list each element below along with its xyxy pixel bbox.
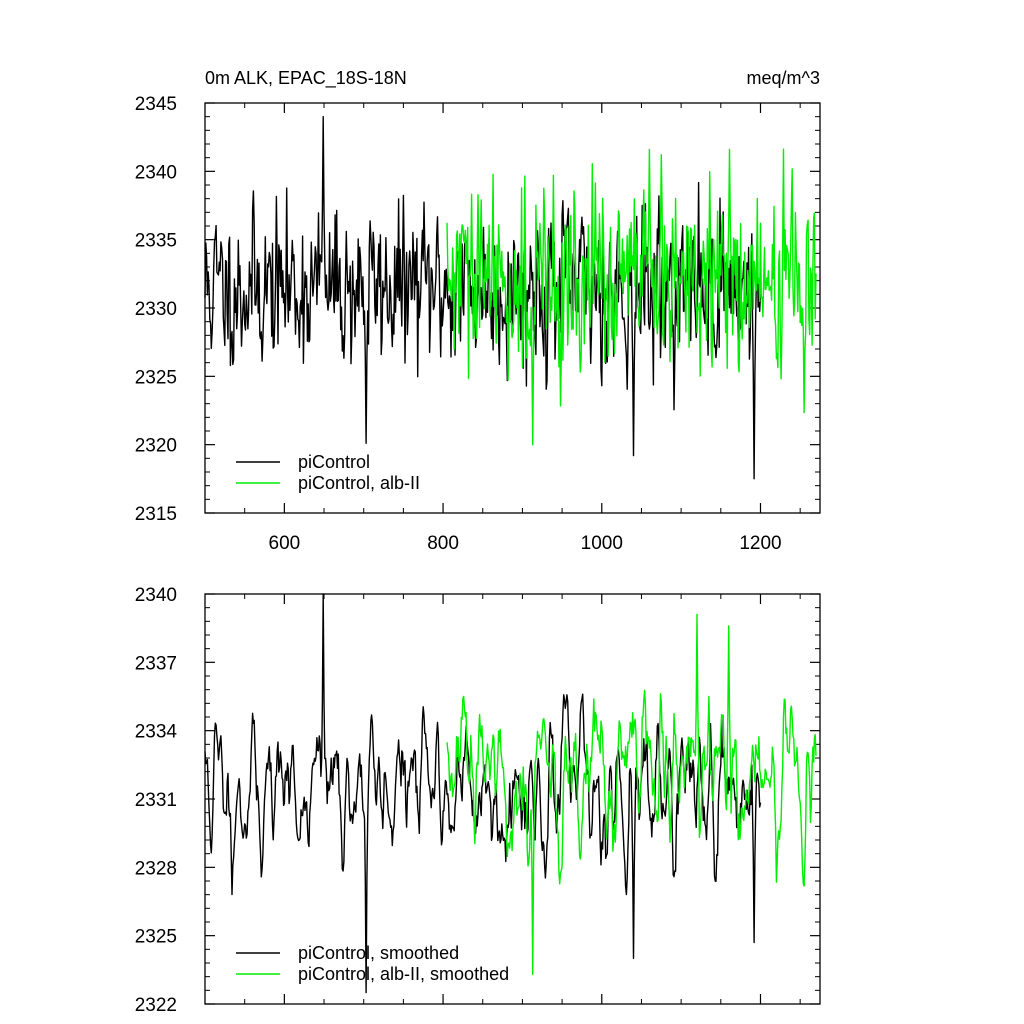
legend-label: piControl, alb-II [298, 473, 420, 493]
y-tick-label: 2340 [135, 162, 177, 183]
series-line-alb-ii [446, 613, 817, 976]
y-tick-label: 2328 [135, 858, 177, 879]
series-line-alb-ii [446, 148, 817, 446]
x-tick-label: 1000 [581, 533, 623, 554]
x-tick-label: 800 [427, 533, 459, 554]
top-panel: 0m ALK, EPAC_18S-18N meq/m^3 600 800 1000 1… [135, 68, 821, 554]
units-label: meq/m^3 [747, 68, 820, 88]
y-tick-label: 2340 [135, 585, 177, 606]
legend-label: piControl [298, 452, 370, 472]
x-tick-label: 600 [269, 533, 301, 554]
y-tick-label: 2334 [135, 722, 178, 743]
y-tick-label: 2337 [135, 653, 177, 674]
y-tick-label: 2325 [135, 367, 177, 388]
y-tick-label: 2335 [135, 231, 177, 252]
y-tick-label: 2345 [135, 94, 177, 115]
y-tick-label: 2330 [135, 299, 177, 320]
legend-label: piControl, smoothed [298, 943, 459, 963]
bottom-panel: 2322 2325 2328 2331 2334 2337 2340 piControl, … [135, 585, 821, 1016]
y-tick-label: 2315 [135, 504, 177, 525]
y-tick-label: 2320 [135, 436, 177, 457]
x-tick-label: 1200 [739, 533, 781, 554]
legend-label: piControl, alb-II, smoothed [298, 964, 509, 984]
chart-title: 0m ALK, EPAC_18S-18N [205, 68, 407, 89]
series-line-picontrol [204, 593, 762, 994]
y-tick-label: 2325 [135, 927, 177, 948]
y-tick-label: 2331 [135, 790, 177, 811]
y-tick-label: 2322 [135, 995, 177, 1016]
